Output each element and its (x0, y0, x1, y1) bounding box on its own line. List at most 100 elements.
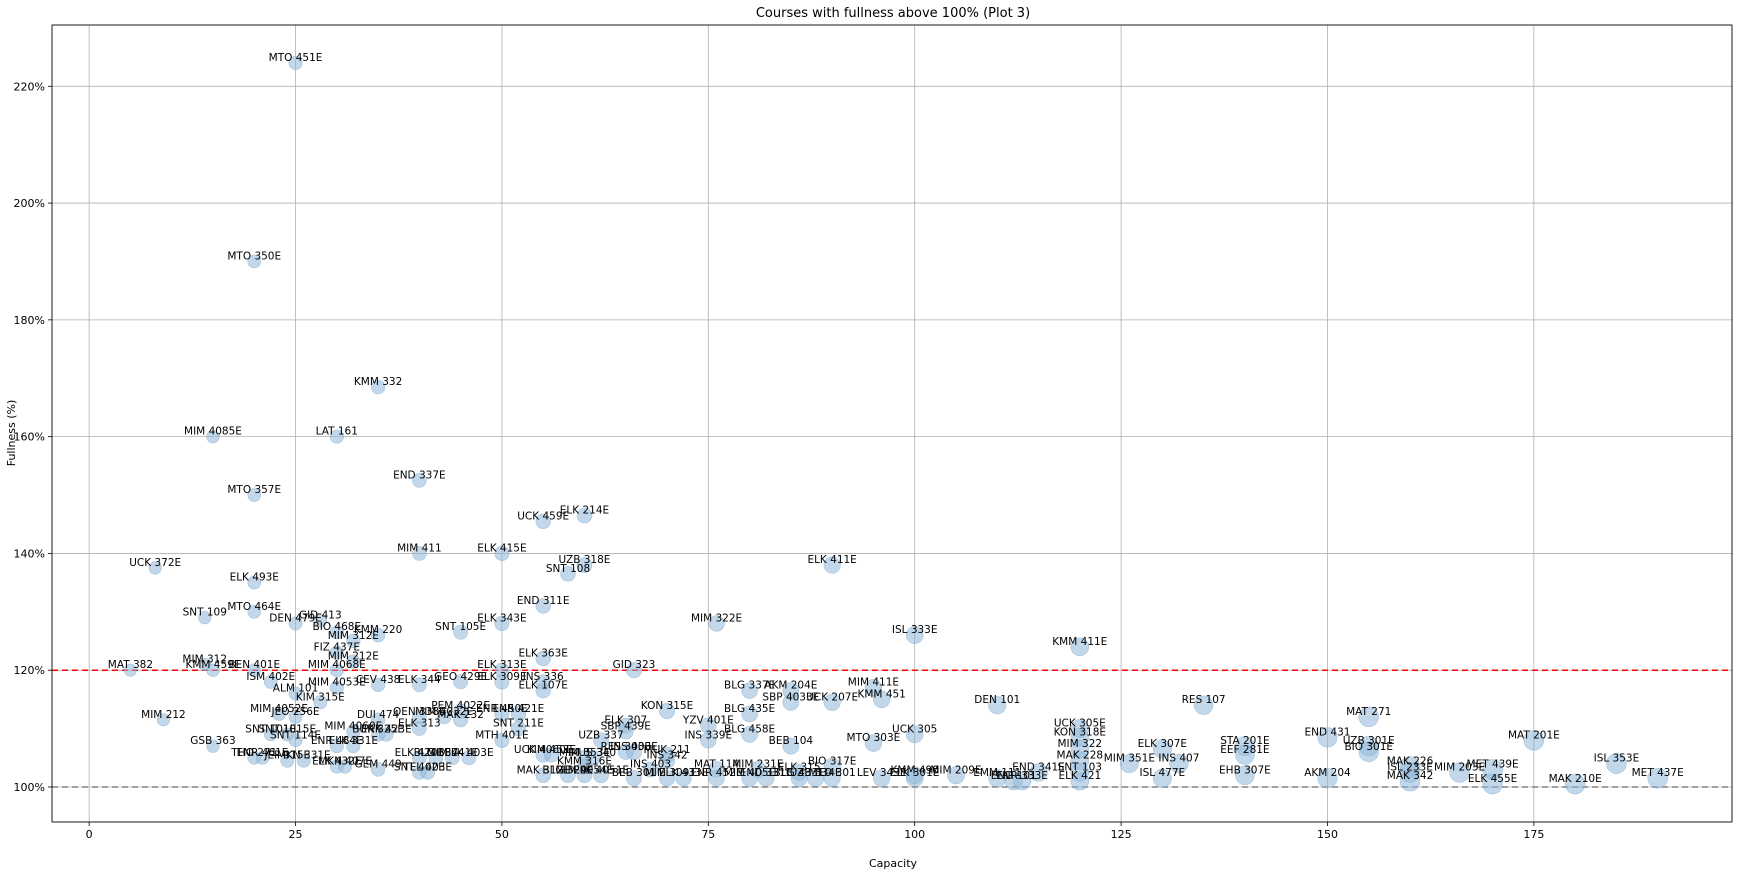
point-label: MAT 201E (1508, 729, 1560, 741)
point-label: MIM 212E (328, 650, 379, 662)
data-point (428, 750, 444, 766)
data-point (1012, 772, 1032, 791)
y-tick-label: 220% (14, 80, 45, 93)
point-label: ELK 315 (778, 761, 821, 773)
data-point (296, 753, 311, 768)
point-label: GID 323 (613, 659, 656, 671)
point-label: SNT 211E (493, 718, 544, 730)
point-label: MIM 212 (141, 709, 186, 721)
point-label: UZB 337 (578, 729, 623, 741)
point-label: ISL 477E (1140, 767, 1186, 779)
data-point (494, 615, 510, 632)
data-point (329, 739, 344, 754)
data-point (626, 770, 642, 787)
point-label: BLG 337E (724, 680, 775, 692)
point-label: UCK 4060E (514, 744, 573, 756)
point-label: MTH 401E (475, 729, 528, 741)
data-point (1235, 765, 1255, 786)
point-label: SNT 105E (435, 621, 486, 633)
y-tick-label: 160% (14, 431, 45, 444)
point-label: KMM 332 (354, 376, 402, 388)
point-label: RES 107 (1182, 694, 1226, 706)
data-point (1606, 753, 1627, 774)
data-point (247, 575, 262, 590)
data-point (494, 545, 510, 561)
point-label: THO 271 (230, 747, 277, 759)
data-point (272, 707, 286, 721)
point-label: ISL 233E (1387, 761, 1433, 773)
data-point (337, 759, 353, 774)
point-label: INS 342 (647, 750, 688, 762)
point-label: MTO 350E (227, 250, 281, 262)
y-tick-label: 140% (14, 547, 45, 560)
point-label: INS 403 (630, 758, 671, 770)
data-point (1523, 729, 1545, 751)
point-label: ELK 433E (659, 767, 708, 779)
data-point (206, 663, 220, 677)
data-point (593, 767, 609, 784)
point-label: ELK 107E (519, 680, 568, 692)
data-point (1169, 754, 1189, 774)
data-point (412, 546, 427, 561)
point-label: ENR 450E (476, 703, 528, 715)
data-point (1119, 754, 1139, 774)
data-point (708, 770, 725, 787)
data-point (905, 725, 924, 744)
point-label: MIM 4085E (184, 426, 242, 438)
point-label: SNT 402E (394, 761, 445, 773)
data-point (247, 488, 262, 502)
data-point (626, 743, 642, 760)
point-label: SNT 103 (1058, 761, 1102, 773)
data-point (1358, 741, 1379, 763)
point-label: EHB 307E (1219, 764, 1271, 776)
data-point (346, 724, 361, 739)
data-point (658, 752, 676, 769)
point-label: END 311E (517, 595, 570, 607)
data-point (346, 654, 361, 669)
point-label: UCK 305 (892, 723, 937, 735)
point-label: ENR 421E (493, 703, 545, 715)
point-label: KMM 316E (557, 756, 612, 768)
point-label: GEM 449 (354, 758, 401, 770)
point-label: ENR 484E (311, 735, 363, 747)
point-label: ELK 331E (329, 735, 378, 747)
data-point (494, 674, 510, 690)
data-point (560, 767, 576, 784)
data-point (288, 709, 303, 724)
data-point (247, 605, 262, 619)
point-label: MUS 340 (569, 747, 616, 759)
point-label: MUK 211 (644, 744, 691, 756)
data-point (708, 615, 725, 632)
point-label: MTO 464E (227, 601, 281, 613)
point-label: ELK 309E (477, 671, 526, 683)
point-label: MAK 232 (437, 709, 484, 721)
point-label: BEB 301 (612, 767, 656, 779)
data-point (370, 712, 386, 727)
point-label: BLG 329E (542, 764, 593, 776)
y-tick-label: 100% (14, 781, 45, 794)
point-label: MIM 322 (1058, 738, 1103, 750)
data-point (823, 693, 841, 711)
data-point (148, 561, 162, 575)
data-point (329, 663, 344, 678)
point-label: BUK 325E (352, 723, 404, 735)
data-point (494, 706, 510, 722)
data-point (313, 613, 328, 628)
point-label: ELK 415E (477, 542, 526, 554)
point-label: ELK 403E (444, 747, 493, 759)
data-point (124, 663, 137, 677)
point-label: ENR 452E (691, 767, 743, 779)
data-point (1235, 745, 1255, 765)
data-point (263, 675, 278, 689)
point-label: INS 336 (523, 671, 564, 683)
data-point (453, 624, 469, 640)
point-label: MET 437E (1632, 767, 1684, 779)
point-label: YZV 401E (682, 715, 734, 727)
y-tick-label: 120% (14, 664, 45, 677)
data-point (412, 750, 427, 766)
data-point (1647, 767, 1669, 789)
point-label: ENR 333E (996, 770, 1048, 782)
point-label: ELK 4051E (573, 764, 629, 776)
point-label: MKN 331E (277, 750, 331, 762)
point-label: BEB 104 (769, 735, 814, 747)
